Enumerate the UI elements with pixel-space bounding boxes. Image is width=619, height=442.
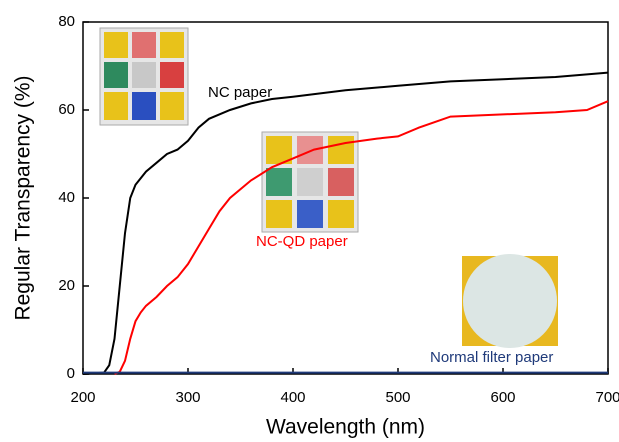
y-tick-label: 60: [58, 101, 75, 118]
x-tick-label: 300: [175, 389, 200, 406]
photo-filter: [462, 254, 558, 348]
y-tick-label: 80: [58, 13, 75, 30]
y-tick-label: 40: [58, 189, 75, 206]
chart: 200 300 400 500 600 700 0 20 40 60 80 Wavelength (n…: [0, 0, 619, 442]
series-label: NC paper: [208, 84, 272, 101]
photo-nc: [100, 28, 188, 125]
x-tick-label: 500: [385, 389, 410, 406]
photo-nc-qd: [262, 132, 358, 232]
x-tick-label: 400: [280, 389, 305, 406]
y-axis-title: Regular Transparency (%): [12, 75, 35, 320]
x-axis-title: Wavelength (nm): [266, 416, 425, 439]
x-tick-label: 200: [70, 389, 95, 406]
y-tick-label: 20: [58, 277, 75, 294]
x-tick-label: 700: [595, 389, 619, 406]
y-tick-label: 0: [67, 365, 75, 382]
x-tick-label: 600: [490, 389, 515, 406]
series-label: NC-QD paper: [256, 233, 348, 250]
series-label: Normal filter paper: [430, 349, 553, 366]
